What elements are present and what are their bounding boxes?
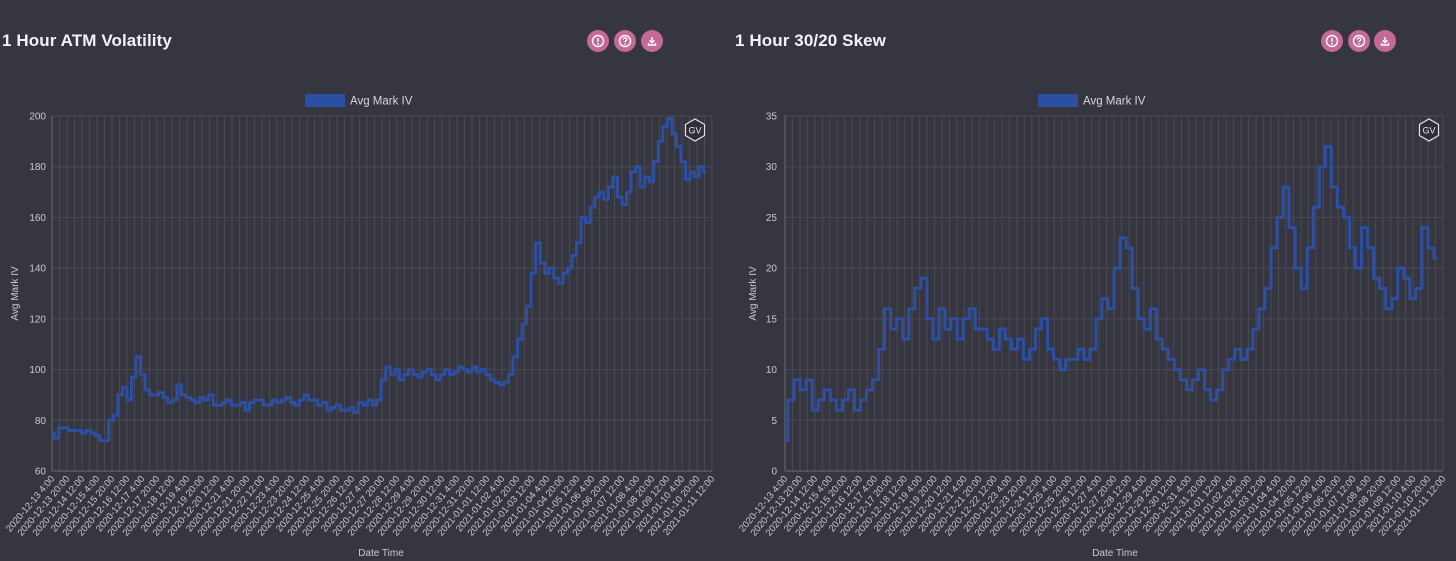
- info-icon: [591, 34, 605, 48]
- y-axis-title: Avg Mark IV: [10, 266, 21, 321]
- x-axis-title: Date Time: [1092, 548, 1138, 559]
- legend-label: Avg Mark IV: [350, 96, 413, 108]
- gv-badge-icon: [1418, 118, 1440, 142]
- y-tick-label: 20: [766, 264, 778, 275]
- chart-title: 1 Hour ATM Volatility: [2, 31, 172, 50]
- download-icon: [647, 37, 657, 46]
- y-tick-label: 15: [766, 314, 778, 325]
- legend-swatch: [1038, 94, 1078, 107]
- y-tick-label: 120: [29, 314, 46, 325]
- help-button[interactable]: [1348, 30, 1370, 52]
- help-icon: [1352, 34, 1366, 48]
- y-axis-title: Avg Mark IV: [748, 266, 759, 321]
- data-series-line: [785, 144, 1437, 443]
- data-series-line: [52, 117, 706, 443]
- y-tick-label: 5: [771, 416, 777, 427]
- info-icon: [1325, 34, 1339, 48]
- y-tick-label: 10: [766, 365, 778, 376]
- info-button[interactable]: [587, 30, 609, 52]
- y-tick-label: 80: [35, 416, 47, 427]
- download-icon: [1380, 37, 1390, 46]
- chart-panel-atm-volatility: 1 Hour ATM Volatility 60 80 100 120 140 160 18…: [2, 30, 717, 559]
- legend-swatch: [305, 94, 345, 107]
- gv-badge-label: GV: [688, 125, 701, 135]
- y-tick-label: 140: [29, 264, 46, 275]
- gv-badge-label: GV: [1422, 125, 1435, 135]
- y-tick-label: 180: [29, 162, 46, 173]
- y-tick-label: 200: [29, 112, 46, 123]
- y-tick-label: 30: [766, 162, 778, 173]
- x-axis-title: Date Time: [358, 548, 404, 559]
- y-tick-label: 0: [771, 467, 777, 478]
- legend-label: Avg Mark IV: [1083, 96, 1146, 108]
- y-tick-label: 100: [29, 365, 46, 376]
- download-button[interactable]: [1374, 30, 1396, 52]
- help-button[interactable]: [614, 30, 636, 52]
- download-button[interactable]: [641, 30, 663, 52]
- grid: [51, 115, 713, 472]
- y-tick-label: 60: [35, 467, 47, 478]
- y-tick-label: 35: [766, 112, 778, 123]
- chart-title: 1 Hour 30/20 Skew: [735, 31, 886, 50]
- y-tick-label: 25: [766, 213, 778, 224]
- help-icon: [618, 34, 632, 48]
- chart-panel-skew: 1 Hour 30/20 Skew 0 5 10 15 20 25 30 35 2020-12-…: [734, 0, 1456, 561]
- y-tick-label: 160: [29, 213, 46, 224]
- gv-badge-icon: [684, 118, 706, 142]
- info-button[interactable]: [1321, 30, 1343, 52]
